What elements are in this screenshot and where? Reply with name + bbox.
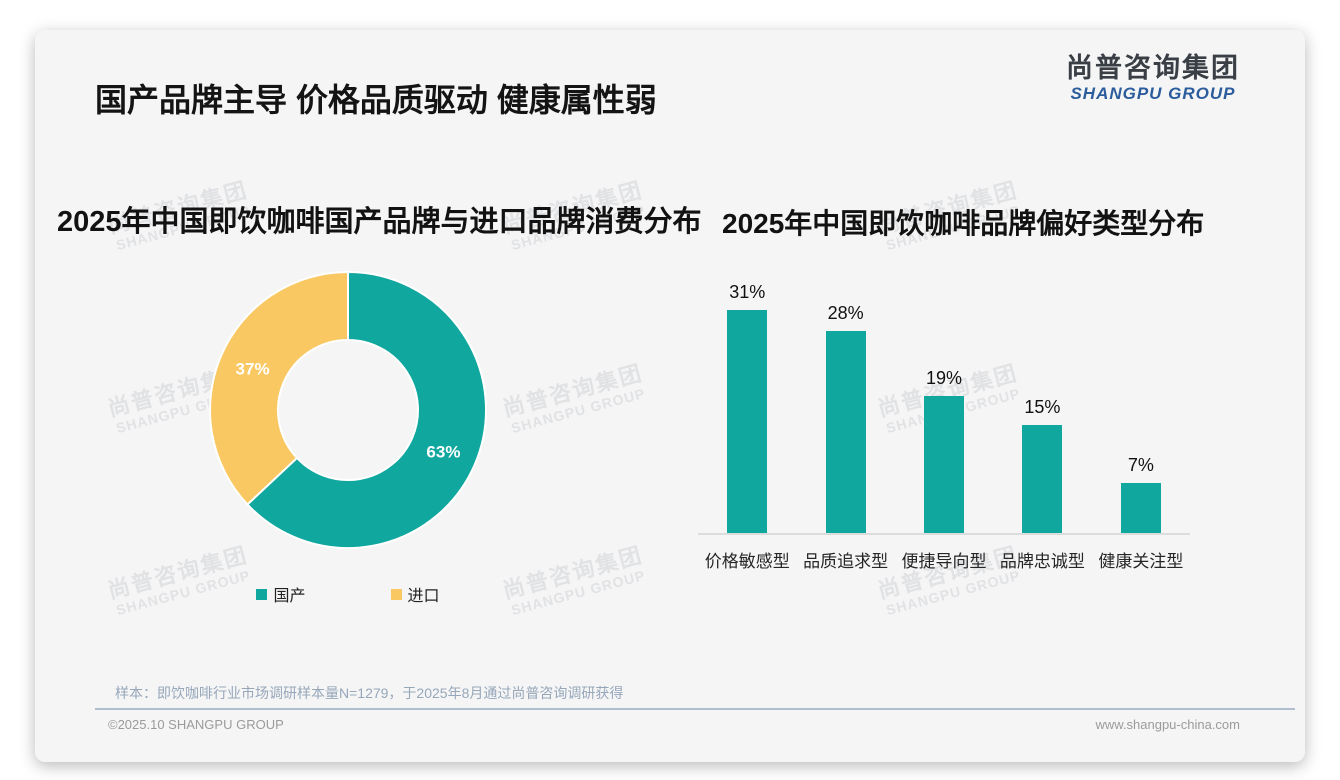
- bar-category-label: 品质追求型: [803, 552, 889, 571]
- sample-note: 样本：即饮咖啡行业市场调研样本量N=1279，于2025年8月通过尚普咨询调研获…: [115, 685, 624, 701]
- bar-plot-area: 31% 28% 19% 15% 7%: [698, 280, 1190, 533]
- legend-swatch: [390, 588, 402, 600]
- bar-category-label: 品牌忠诚型: [999, 552, 1085, 571]
- bar-column: 15%: [993, 397, 1091, 533]
- donut-chart-svg: 63% 37%: [209, 270, 487, 549]
- donut-slice-label: 37%: [236, 360, 270, 379]
- bar: [825, 331, 866, 533]
- bar: [727, 310, 768, 533]
- footer-website: www.shangpu-china.com: [1095, 717, 1240, 732]
- bar-column: 28%: [796, 303, 894, 533]
- bar-chart: 31% 28% 19% 15% 7% 价格敏感型 品质追求型 便捷导向型 品牌忠诚型 健康关注型: [698, 280, 1190, 572]
- bar-column: 7%: [1092, 455, 1190, 533]
- bar-chart-title: 2025年中国即饮咖啡品牌偏好类型分布: [722, 208, 1205, 239]
- logo-chinese-text: 尚普咨询集团: [1066, 53, 1240, 83]
- donut-slice-0: [245, 270, 487, 549]
- footer-copyright: ©2025.10 SHANGPU GROUP: [108, 717, 284, 732]
- bar-value-label: 31%: [729, 282, 766, 302]
- donut-slice-1: [209, 270, 349, 506]
- bar-category-labels: 价格敏感型 品质追求型 便捷导向型 品牌忠诚型 健康关注型: [698, 547, 1190, 572]
- bar-value-label: 7%: [1127, 455, 1154, 475]
- bar-category-label: 便捷导向型: [901, 552, 987, 571]
- legend-item: 进口: [390, 582, 440, 606]
- bar-value-label: 28%: [827, 303, 864, 323]
- bar-category-label: 健康关注型: [1098, 552, 1184, 571]
- bar: [1120, 483, 1161, 533]
- legend-label: 进口: [407, 588, 440, 605]
- page-title: 国产品牌主导 价格品质驱动 健康属性弱: [95, 82, 657, 118]
- company-logo: 尚普咨询集团 SHANGPU GROUP: [1066, 53, 1240, 104]
- donut-chart-title: 2025年中国即饮咖啡国产品牌与进口品牌消费分布: [57, 206, 702, 238]
- donut-slice-label: 63%: [426, 442, 460, 461]
- bar-column: 31%: [698, 282, 796, 533]
- bar-category-label: 价格敏感型: [704, 552, 790, 571]
- bar-x-axis-line: [698, 533, 1190, 535]
- legend-swatch: [256, 588, 268, 600]
- footer-divider: [95, 708, 1295, 710]
- bar: [924, 396, 965, 533]
- legend-label: 国产: [273, 588, 306, 605]
- logo-english-text: SHANGPU GROUP: [1070, 83, 1236, 103]
- bar-column: 19%: [895, 368, 993, 533]
- donut-chart: 63% 37%: [208, 270, 488, 550]
- bar: [1022, 425, 1063, 533]
- slide-card: 尚普咨询集团 SHANGPU GROUP 尚普咨询集团 SHANGPU GROUP 尚普…: [35, 30, 1305, 762]
- bar-value-label: 15%: [1024, 397, 1061, 417]
- bar-value-label: 19%: [926, 368, 963, 388]
- donut-legend: 国产 进口: [208, 582, 488, 606]
- legend-item: 国产: [256, 582, 306, 606]
